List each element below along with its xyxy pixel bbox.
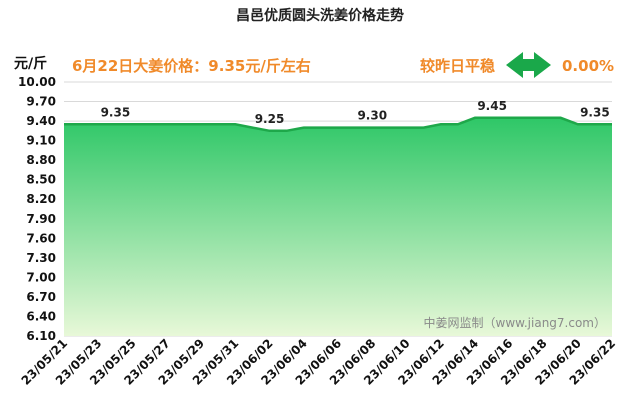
y-tick-label: 10.00 — [18, 75, 56, 89]
y-axis-ticks: 10.00 9.70 9.40 9.10 8.80 8.50 8.20 7.90 7.60 7.3… — [18, 75, 56, 343]
y-tick-label: 9.40 — [26, 114, 56, 128]
y-tick-label: 8.20 — [26, 192, 56, 206]
x-axis-ticks: 23/05/2123/05/2323/05/2523/05/2723/05/29… — [19, 336, 619, 388]
double-arrow-icon — [506, 52, 551, 78]
data-label: 9.45 — [477, 99, 507, 113]
y-tick-label: 9.10 — [26, 134, 56, 148]
data-label: 9.35 — [580, 105, 610, 119]
y-tick-label: 7.60 — [26, 231, 56, 245]
unit-label: 元/斤 — [14, 55, 47, 72]
price-area — [64, 117, 612, 336]
y-tick-label: 7.30 — [26, 251, 56, 265]
y-tick-label: 6.40 — [26, 309, 56, 323]
price-line — [64, 116, 612, 133]
y-tick-label: 7.90 — [26, 212, 56, 226]
y-tick-label: 7.00 — [26, 270, 56, 284]
y-tick-label: 9.70 — [26, 95, 56, 109]
change-label: 较昨日平稳 — [420, 57, 495, 75]
y-tick-label: 6.10 — [26, 329, 56, 343]
data-labels: 9.35 9.25 9.30 9.45 9.35 — [101, 99, 610, 126]
y-tick-label: 8.50 — [26, 173, 56, 187]
data-label: 9.35 — [101, 105, 131, 119]
change-value: 0.00% — [562, 57, 614, 75]
price-summary: 6月22日大姜价格：9.35元/斤左右 — [72, 57, 311, 75]
data-label: 9.30 — [357, 109, 387, 123]
data-label: 9.25 — [255, 112, 285, 126]
y-tick-label: 6.70 — [26, 290, 56, 304]
y-tick-label: 8.80 — [26, 153, 56, 167]
watermark: 中姜网监制（www.jiang7.com） — [424, 315, 606, 330]
chart-title: 昌邑优质圆头洗姜价格走势 — [236, 7, 404, 24]
